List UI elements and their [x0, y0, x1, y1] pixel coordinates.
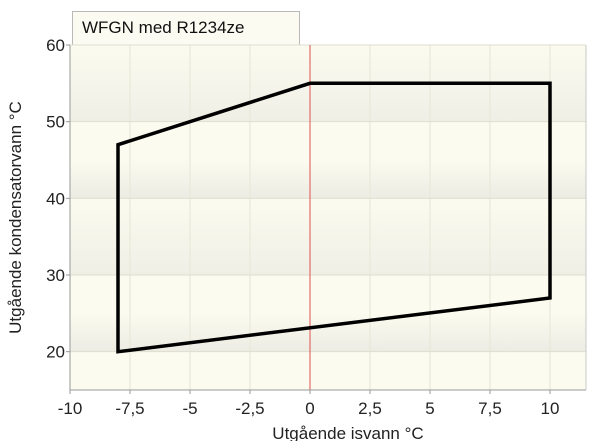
x-tick-labels: -10 -7,5 -5 -2,5 0 2,5 5 7,5 10 [58, 399, 560, 418]
x-tick-label: -7,5 [115, 399, 144, 418]
y-axis-label: Utgående kondensatorvann °C [6, 101, 25, 334]
x-tick-label: 10 [541, 399, 560, 418]
plot-band [70, 198, 586, 275]
y-tick-label: 60 [46, 36, 65, 55]
plot-band [70, 313, 586, 352]
x-tick-label: -2,5 [235, 399, 264, 418]
y-tick-label: 40 [46, 189, 65, 208]
plot-band [70, 160, 586, 199]
x-tick-label: 7,5 [478, 399, 502, 418]
y-tick-label: 20 [46, 343, 65, 362]
x-tick-label: 0 [305, 399, 314, 418]
x-tick-label: 2,5 [358, 399, 382, 418]
x-axis-label: Utgående isvann °C [272, 424, 423, 441]
chart-title-tab: WFGN med R1234ze [72, 11, 300, 45]
x-tick-label: 5 [425, 399, 434, 418]
axes [66, 44, 587, 394]
y-tick-labels: 20 30 40 50 60 [46, 36, 65, 362]
x-tick-label: -5 [182, 399, 197, 418]
y-tick-label: 30 [46, 266, 65, 285]
plot-band [70, 275, 586, 314]
plot-band [70, 121, 586, 160]
chart-title: WFGN med R1234ze [82, 18, 245, 37]
x-tick-label: -10 [58, 399, 83, 418]
y-tick-label: 50 [46, 113, 65, 132]
plot-bands [70, 45, 586, 390]
operating-envelope-line [116, 81, 552, 354]
